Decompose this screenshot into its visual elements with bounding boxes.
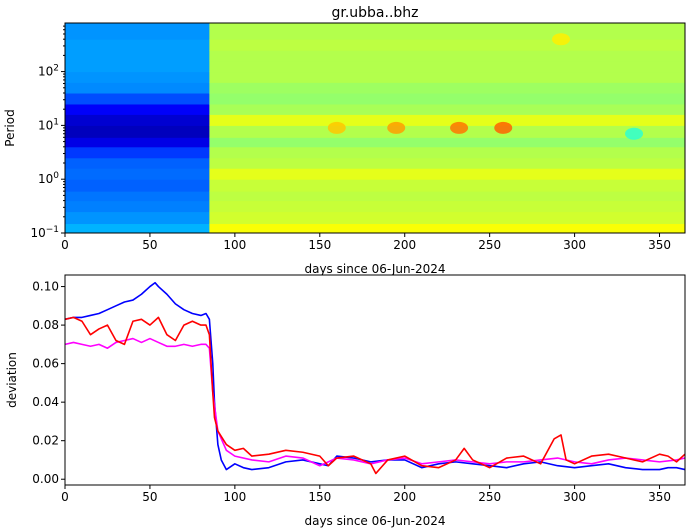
heatmap-hot-spot: [625, 127, 644, 140]
heatmap-cell: [65, 50, 210, 62]
heatmap-cell: [65, 157, 210, 169]
line-panel: 0 50 100 150 200 250 300 350 0.000.020.040.060.…: [5, 274, 686, 528]
heatmap-cell: [65, 223, 210, 234]
heatmap-cell: [209, 23, 686, 40]
heatmap-hot-spots: [327, 33, 644, 140]
line-x-tick-label: 300: [563, 490, 586, 504]
line-x-tick-label: 200: [393, 490, 416, 504]
heatmap-cell: [209, 114, 686, 126]
heatmap-cell: [209, 168, 686, 180]
heatmap-y-tick-label: 101: [38, 117, 59, 132]
heatmap-x-tick-label: 100: [223, 238, 246, 252]
heatmap-hot-spot: [552, 33, 570, 46]
heatmap-x-label: days since 06-Jun-2024: [304, 262, 445, 276]
line-y-tick-label: 0.02: [32, 434, 59, 448]
heatmap-cell: [65, 125, 210, 138]
heatmap-x-tick-label: 300: [563, 238, 586, 252]
heatmap-cell: [209, 223, 686, 234]
heatmap-cell: [209, 103, 686, 115]
heatmap-y-tick-label: 100: [38, 171, 59, 186]
heatmap-cell: [209, 60, 686, 73]
heatmap-y-tick-label: 10−1: [30, 225, 59, 240]
heatmap-x-tick-label: 250: [478, 238, 501, 252]
heatmap-cell: [65, 60, 210, 73]
heatmap-cell: [65, 200, 210, 213]
heatmap-cell: [209, 125, 686, 138]
line-frame: [64, 274, 686, 486]
heatmap-y-ticks: 10−1 100 101 102: [30, 25, 65, 240]
line-y-label: deviation: [5, 352, 19, 408]
line-series-group: [64, 281, 686, 475]
heatmap-cell: [209, 211, 686, 225]
heatmap-cell: [65, 93, 210, 105]
line-x-ticks: 0 50 100 150 200 250 300 350: [61, 485, 671, 504]
heatmap-cell: [209, 93, 686, 105]
heatmap-cell: [209, 39, 686, 51]
heatmap-hot-spot: [387, 121, 406, 134]
line-x-label: days since 06-Jun-2024: [304, 514, 445, 528]
line-y-tick-label: 0.08: [32, 318, 59, 332]
heatmap-cell: [65, 114, 210, 126]
line-x-tick-label: 0: [61, 490, 69, 504]
heatmap-cell: [65, 146, 210, 159]
heatmap-cell: [65, 103, 210, 115]
heatmap-cell: [65, 137, 210, 148]
line-series-1: [64, 281, 686, 471]
heatmap-x-ticks: 0 50 100 150 200 250 300 350: [61, 233, 671, 252]
heatmap-cell: [65, 82, 210, 94]
heatmap-cell: [209, 200, 686, 213]
heatmap-cell: [65, 191, 210, 202]
heatmap-y-label: Period: [3, 109, 17, 146]
heatmap-cell: [209, 179, 686, 192]
heatmap-cell: [209, 157, 686, 169]
line-x-tick-label: 100: [223, 490, 246, 504]
heatmap-hot-spot: [494, 121, 513, 134]
line-series-3: [64, 316, 686, 475]
heatmap-x-tick-label: 350: [648, 238, 671, 252]
line-x-tick-label: 350: [648, 490, 671, 504]
heatmap-cell: [65, 39, 210, 51]
line-y-tick-label: 0.04: [32, 395, 59, 409]
line-y-tick-label: 0.06: [32, 357, 59, 371]
heatmap-cell: [209, 50, 686, 62]
heatmap-x-tick-label: 150: [308, 238, 331, 252]
line-x-tick-label: 50: [142, 490, 157, 504]
heatmap-hot-spot: [327, 121, 346, 134]
heatmap-cell: [65, 71, 210, 83]
line-x-tick-label: 250: [478, 490, 501, 504]
heatmap-hot-spot: [450, 121, 469, 134]
heatmap-y-tick-label: 102: [38, 64, 59, 79]
heatmap-cell: [209, 191, 686, 202]
heatmap-cell: [209, 71, 686, 83]
heatmap-cell: [65, 168, 210, 180]
heatmap-x-tick-label: 200: [393, 238, 416, 252]
heatmap-panel: gr.ubba..bhz 0 50 100 150 200 250 300 350 10−11…: [3, 5, 686, 276]
heatmap-title: gr.ubba..bhz: [331, 5, 418, 21]
heatmap-cell: [65, 179, 210, 192]
line-x-tick-label: 150: [308, 490, 331, 504]
line-y-tick-label: 0.00: [32, 472, 59, 486]
heatmap-cell: [209, 146, 686, 159]
heatmap-x-tick-label: 50: [142, 238, 157, 252]
heatmap-cells: [65, 23, 686, 234]
heatmap-cell: [209, 82, 686, 94]
heatmap-cell: [65, 211, 210, 225]
heatmap-x-tick-label: 0: [61, 238, 69, 252]
line-series-2: [64, 337, 686, 467]
heatmap-cell: [65, 23, 210, 40]
line-y-ticks: 0.00 0.02 0.04 0.06 0.08 0.10: [32, 280, 65, 486]
heatmap-cell: [209, 137, 686, 148]
line-y-tick-label: 0.10: [32, 280, 59, 294]
